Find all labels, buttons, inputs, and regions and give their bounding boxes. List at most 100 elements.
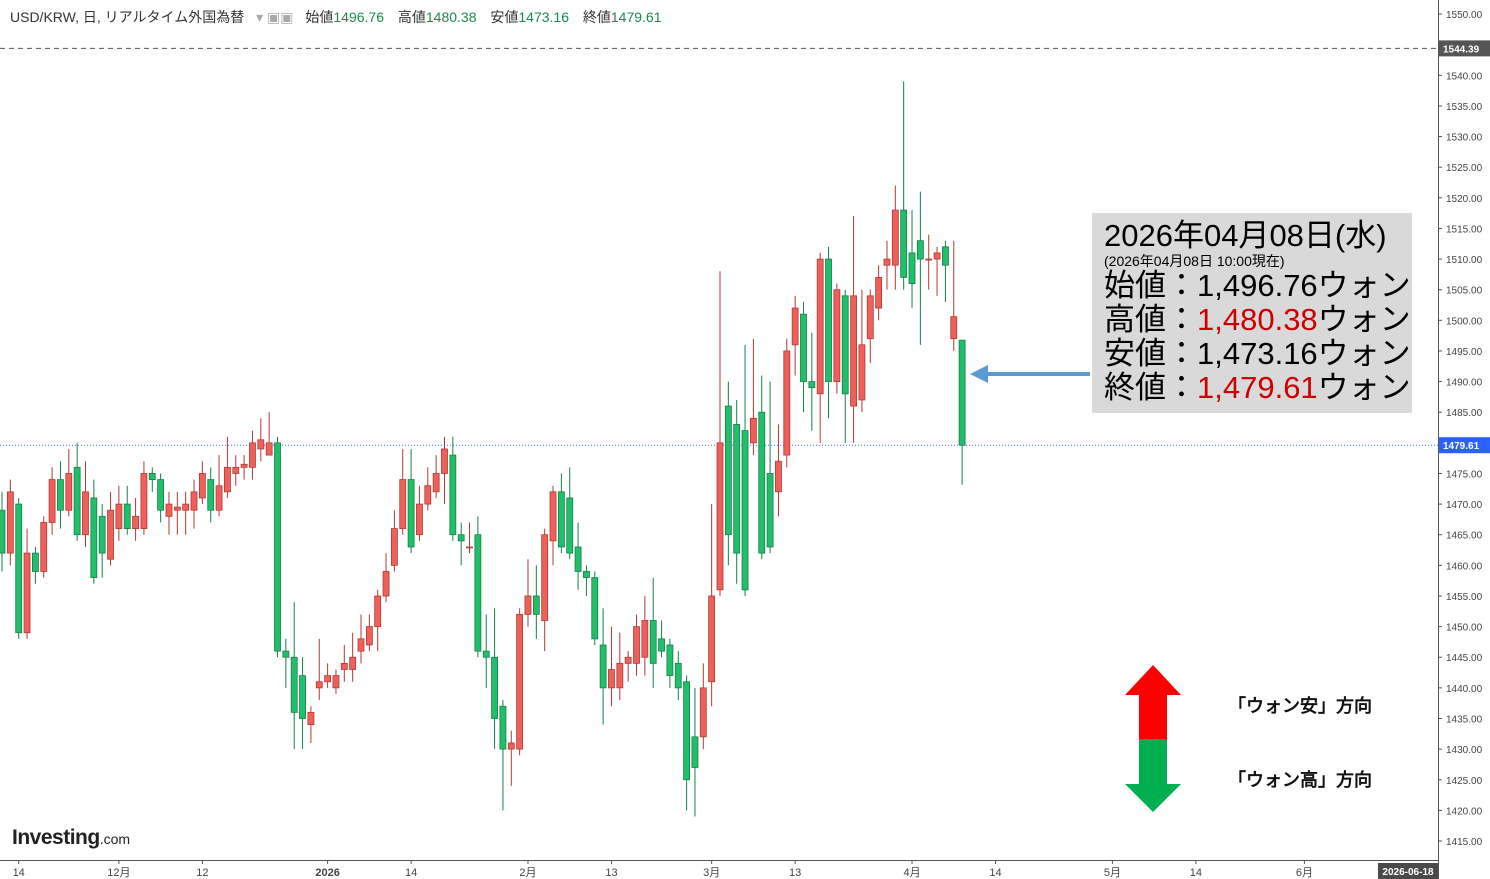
- x-cursor: 2026-06-18: [1378, 863, 1438, 879]
- candle-body: [432, 473, 440, 493]
- x-cursor-label: 2026-06-18: [1382, 867, 1434, 878]
- candle-body: [390, 528, 398, 566]
- candle-body: [800, 313, 807, 382]
- candle-body: [274, 442, 281, 652]
- candle-body: [608, 669, 615, 689]
- candle-body: [491, 656, 498, 719]
- candle-body: [57, 479, 64, 511]
- x-tick-label: 13: [605, 867, 617, 879]
- y-tick-label: 1475.00: [1446, 469, 1483, 480]
- candle-body: [15, 503, 23, 634]
- candle-body: [357, 638, 365, 652]
- candle-body: [908, 252, 916, 284]
- candle-body: [599, 644, 607, 689]
- candle-body: [224, 466, 231, 493]
- annotation-row: 高値：1,480.38ウォン: [1104, 303, 1412, 337]
- candle-body: [933, 252, 941, 260]
- candle-body: [207, 479, 215, 511]
- y-tick-label: 1540.00: [1446, 71, 1483, 82]
- candle-body: [416, 503, 423, 536]
- x-tick-label: 14: [13, 867, 25, 879]
- x-tick-label: 6月: [1296, 867, 1313, 879]
- price-line-box: [1439, 437, 1490, 454]
- y-tick-label: 1525.00: [1446, 163, 1483, 174]
- annotation-unit: ウォン: [1317, 268, 1411, 303]
- y-tick-label: 1515.00: [1446, 224, 1483, 235]
- x-cursor-box: [1378, 863, 1438, 879]
- candle-body: [173, 506, 181, 511]
- y-tick-label: 1495.00: [1446, 347, 1483, 358]
- candle-body: [6, 491, 14, 554]
- candle-body: [524, 595, 532, 615]
- candle-body: [90, 497, 98, 579]
- price-line-label: 1479.61: [1443, 441, 1480, 452]
- y-tick-label: 1445.00: [1446, 653, 1483, 664]
- y-tick-label: 1450.00: [1446, 623, 1483, 634]
- y-tick-label: 1455.00: [1446, 592, 1483, 603]
- candle-body: [858, 344, 866, 401]
- candle-body: [641, 620, 649, 658]
- candle-body: [31, 552, 39, 572]
- candle-body: [374, 595, 382, 628]
- candle-body: [749, 417, 757, 444]
- logo: Investing.com: [12, 826, 130, 850]
- candle-body: [299, 675, 306, 719]
- candle-body: [40, 522, 48, 572]
- candle-body: [808, 381, 816, 389]
- candle-body: [257, 439, 265, 450]
- candle-body: [658, 638, 665, 652]
- y-tick-label: 1415.00: [1446, 837, 1483, 848]
- annotation-box: 2026年04月08日(水) (2026年04月08日 10:00現在) 始値：…: [1092, 213, 1412, 413]
- annotation-value: 1,496.76: [1197, 268, 1318, 303]
- legend-down: 「ウォン高」方向: [1228, 770, 1372, 790]
- candle-body: [758, 411, 766, 554]
- candle-body: [474, 534, 482, 652]
- dropdown-icon[interactable]: ▾ ▣▣: [256, 9, 294, 25]
- candle-body: [115, 503, 123, 529]
- candle-body: [324, 675, 332, 683]
- annotation-unit: ウォン: [1317, 370, 1411, 405]
- candle-body: [198, 473, 206, 499]
- annotation-unit: ウォン: [1317, 336, 1411, 371]
- y-tick-label: 1490.00: [1446, 378, 1483, 389]
- ohlc-label: 始値: [305, 9, 334, 25]
- candle-body: [232, 466, 240, 474]
- annotation-value: 1,479.61: [1197, 370, 1318, 405]
- y-tick-label: 1505.00: [1446, 286, 1483, 297]
- candle-body: [307, 711, 315, 726]
- candle-body: [482, 650, 490, 658]
- down-arrow: [1125, 739, 1181, 812]
- candle-body: [716, 442, 724, 591]
- candle-body: [282, 650, 290, 658]
- candle-body: [816, 258, 824, 395]
- candle-body: [833, 289, 841, 382]
- candle-body: [875, 277, 883, 309]
- legend-up: 「ウォン安」方向: [1228, 696, 1372, 716]
- candle-body: [265, 442, 273, 456]
- candle-body: [649, 620, 657, 664]
- ohlc-label: 安値: [490, 9, 519, 25]
- candle-body: [466, 546, 473, 549]
- y-tick-label: 1440.00: [1446, 684, 1483, 695]
- ohlc-label: 高値: [397, 9, 426, 25]
- x-tick-label: 14: [405, 867, 417, 879]
- candle-body: [683, 681, 691, 781]
- candle-body: [190, 491, 198, 511]
- candle-body: [424, 485, 432, 505]
- candle-body: [516, 613, 524, 750]
- annotation-label: 始値：: [1104, 268, 1197, 303]
- candle-body: [532, 595, 540, 615]
- candle-body: [507, 742, 515, 750]
- up-arrow: [1125, 665, 1181, 739]
- candle-body: [549, 491, 557, 542]
- candle-body: [733, 424, 741, 554]
- annotation-value: 1,473.16: [1197, 336, 1318, 371]
- candle-body: [958, 339, 966, 446]
- candle-body: [699, 687, 707, 738]
- logo-suffix: .com: [99, 831, 131, 847]
- candle-body: [766, 473, 774, 548]
- candle-body: [825, 258, 832, 382]
- candle-body: [399, 479, 407, 529]
- annotation-row: 終値：1,479.61ウォン: [1104, 371, 1412, 405]
